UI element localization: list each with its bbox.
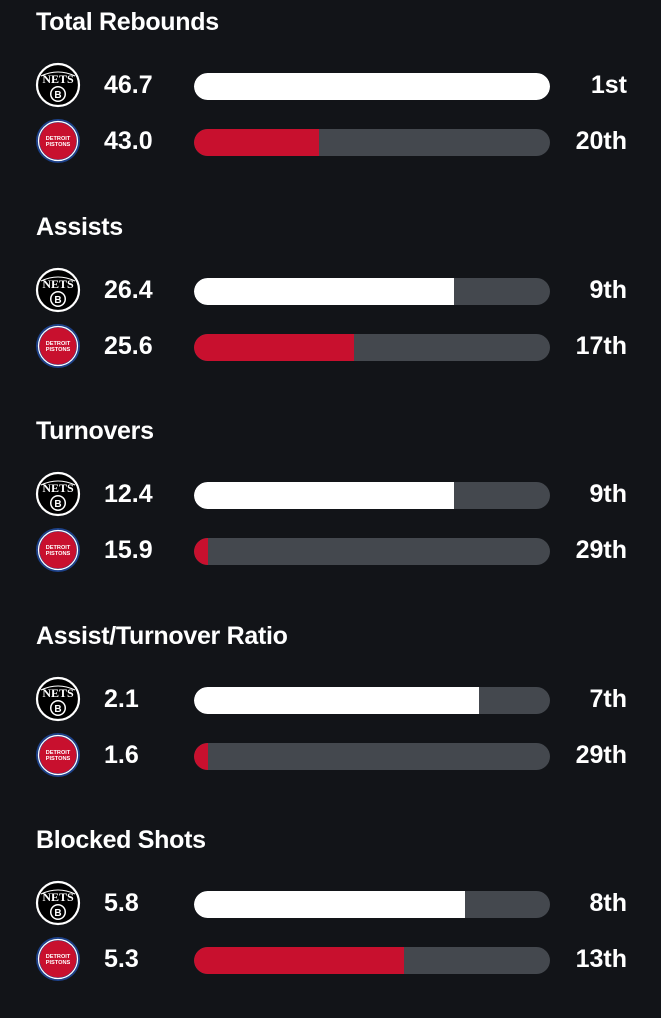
pistons-rank-bar-track — [194, 129, 550, 156]
pistons-rank-bar-track — [194, 333, 550, 361]
nets-rank-bar-track — [194, 482, 550, 509]
stat-title: Assist/Turnover Ratio — [36, 621, 288, 650]
nets-league-rank: 8th — [589, 889, 628, 917]
stat-section: Assist/Turnover Ratio 2.1 7th 1.6 29th — [0, 614, 661, 814]
nets-logo-icon — [35, 267, 81, 313]
pistons-league-rank: 29th — [575, 536, 627, 564]
nets-stat-row: 46.7 1st — [0, 60, 661, 110]
nets-stat-row: 5.8 8th — [0, 878, 661, 928]
nets-rank-bar-fill — [194, 686, 479, 714]
nets-stat-row: 2.1 7th — [0, 674, 661, 724]
pistons-logo-icon — [35, 936, 81, 982]
nets-rank-bar-fill — [194, 73, 550, 100]
stat-section: Assists 26.4 9th 25.6 17th — [0, 205, 661, 405]
stat-section: Turnovers 12.4 9th 15.9 29th — [0, 409, 661, 609]
nets-logo-icon — [35, 62, 81, 108]
pistons-logo-icon — [35, 527, 81, 573]
pistons-stat-row: 15.9 29th — [0, 525, 661, 575]
stat-title: Assists — [36, 212, 123, 241]
nets-rank-bar-track — [194, 686, 550, 714]
pistons-stat-value: 5.3 — [104, 945, 139, 973]
pistons-logo-icon — [35, 118, 81, 164]
pistons-rank-bar-fill — [194, 333, 355, 361]
pistons-league-rank: 17th — [575, 331, 627, 360]
pistons-rank-bar-fill — [194, 129, 319, 156]
nets-logo-icon — [35, 676, 81, 722]
nets-logo-icon — [35, 880, 81, 926]
pistons-league-rank: 13th — [575, 945, 627, 973]
nets-stat-value: 2.1 — [104, 684, 139, 713]
pistons-stat-row: 43.0 20th — [0, 116, 661, 166]
nets-stat-row: 12.4 9th — [0, 469, 661, 519]
pistons-rank-bar-fill — [194, 742, 209, 770]
pistons-logo-icon — [35, 732, 81, 778]
pistons-stat-row: 1.6 29th — [0, 730, 661, 780]
nets-stat-value: 12.4 — [104, 480, 153, 508]
stat-section: Blocked Shots 5.8 8th 5.3 13th — [0, 818, 661, 1018]
nets-league-rank: 9th — [589, 480, 628, 508]
pistons-rank-bar-fill — [194, 947, 405, 974]
nets-stat-value: 5.8 — [104, 889, 139, 917]
nets-rank-bar-track — [194, 891, 550, 918]
nets-stat-value: 46.7 — [104, 71, 153, 99]
nets-logo-icon — [35, 471, 81, 517]
stat-title: Total Rebounds — [36, 8, 219, 36]
nets-rank-bar-fill — [194, 277, 454, 305]
pistons-stat-row: 5.3 13th — [0, 934, 661, 984]
pistons-league-rank: 29th — [575, 740, 627, 769]
pistons-stat-value: 43.0 — [104, 127, 153, 155]
nets-rank-bar-track — [194, 73, 550, 100]
nets-rank-bar-track — [194, 277, 550, 305]
pistons-stat-row: 25.6 17th — [0, 321, 661, 371]
pistons-stat-value: 15.9 — [104, 536, 153, 564]
nets-league-rank: 9th — [589, 275, 628, 304]
pistons-rank-bar-track — [194, 742, 550, 770]
pistons-rank-bar-fill — [194, 538, 209, 565]
pistons-rank-bar-track — [194, 947, 550, 974]
stat-title: Blocked Shots — [36, 826, 206, 854]
pistons-stat-value: 1.6 — [104, 740, 139, 769]
nets-league-rank: 7th — [589, 684, 628, 713]
nets-stat-row: 26.4 9th — [0, 265, 661, 315]
stat-section: Total Rebounds 46.7 1st 43.0 20th — [0, 0, 661, 200]
pistons-rank-bar-track — [194, 538, 550, 565]
nets-league-rank: 1st — [590, 71, 627, 99]
nets-rank-bar-fill — [194, 891, 465, 918]
pistons-stat-value: 25.6 — [104, 331, 153, 360]
stat-title: Turnovers — [36, 417, 154, 445]
pistons-league-rank: 20th — [575, 127, 627, 155]
pistons-logo-icon — [35, 323, 81, 369]
nets-stat-value: 26.4 — [104, 275, 153, 304]
nets-rank-bar-fill — [194, 482, 454, 509]
